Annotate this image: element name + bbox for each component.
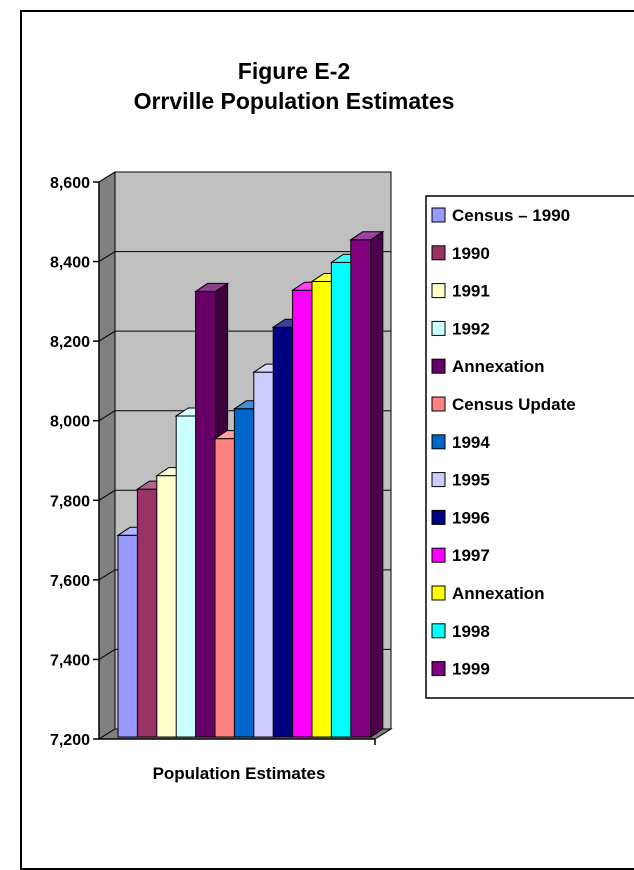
legend-label: 1997 bbox=[452, 546, 490, 565]
legend-swatch bbox=[431, 207, 446, 223]
legend-swatch bbox=[431, 661, 446, 677]
bar-side bbox=[370, 230, 384, 738]
legend-label: 1995 bbox=[452, 471, 490, 490]
y-tick-label: 7,800 bbox=[50, 493, 90, 510]
legend-label: 1994 bbox=[452, 433, 490, 452]
legend-label: 1990 bbox=[452, 244, 490, 263]
bar-front bbox=[214, 438, 236, 738]
gridline bbox=[98, 171, 391, 183]
y-tick-label: 8,400 bbox=[50, 255, 90, 272]
bar-front bbox=[350, 239, 372, 738]
bar-front bbox=[117, 534, 139, 738]
y-tick-label: 7,200 bbox=[50, 732, 90, 749]
legend-swatch bbox=[431, 283, 446, 299]
bar-front bbox=[330, 261, 352, 738]
legend-swatch bbox=[431, 547, 446, 563]
y-tick-label: 8,000 bbox=[50, 414, 90, 431]
legend-label: Annexation bbox=[452, 357, 545, 376]
gridline bbox=[98, 251, 391, 262]
bar-front bbox=[156, 475, 178, 738]
bar-front bbox=[136, 488, 158, 738]
y-tick-label: 7,600 bbox=[50, 573, 90, 590]
bar-front bbox=[233, 408, 255, 738]
y-tick-label: 8,600 bbox=[50, 175, 90, 192]
legend-swatch bbox=[431, 585, 446, 601]
legend-label: 1999 bbox=[452, 660, 490, 679]
legend-swatch bbox=[431, 245, 446, 261]
legend-swatch bbox=[431, 509, 446, 525]
legend-swatch bbox=[431, 434, 446, 450]
legend: Census – 1990 1990 1991 1992 Annexation Censu… bbox=[425, 195, 634, 699]
legend-swatch bbox=[431, 623, 446, 639]
bar-front bbox=[292, 289, 314, 738]
legend-label: Census – 1990 bbox=[452, 206, 570, 225]
bar-front bbox=[272, 326, 294, 738]
bar-front bbox=[253, 371, 275, 738]
legend-label: 1996 bbox=[452, 508, 490, 527]
legend-box bbox=[425, 195, 634, 699]
legend-label: Annexation bbox=[452, 584, 545, 603]
legend-swatch bbox=[431, 320, 446, 336]
bar-top bbox=[193, 282, 230, 292]
legend-swatch bbox=[431, 472, 446, 488]
bar-top bbox=[349, 231, 385, 241]
bar bbox=[349, 230, 385, 738]
x-axis-category-label: Population Estimates bbox=[153, 764, 326, 783]
legend-label: 1992 bbox=[452, 319, 490, 338]
chart-title-line2: Orrville Population Estimates bbox=[133, 88, 455, 114]
bar-front bbox=[175, 415, 197, 738]
legend-swatch bbox=[431, 358, 446, 374]
legend-label: 1998 bbox=[452, 622, 490, 641]
legend-label: 1991 bbox=[452, 282, 490, 301]
y-tick-label: 8,200 bbox=[50, 334, 90, 351]
chart-title-line1: Figure E-2 bbox=[237, 58, 351, 84]
legend-label: Census Update bbox=[452, 395, 576, 414]
bar-front bbox=[195, 290, 217, 738]
y-tick-label: 7,400 bbox=[50, 652, 90, 669]
bar-front bbox=[311, 280, 333, 738]
legend-swatch bbox=[431, 396, 446, 412]
